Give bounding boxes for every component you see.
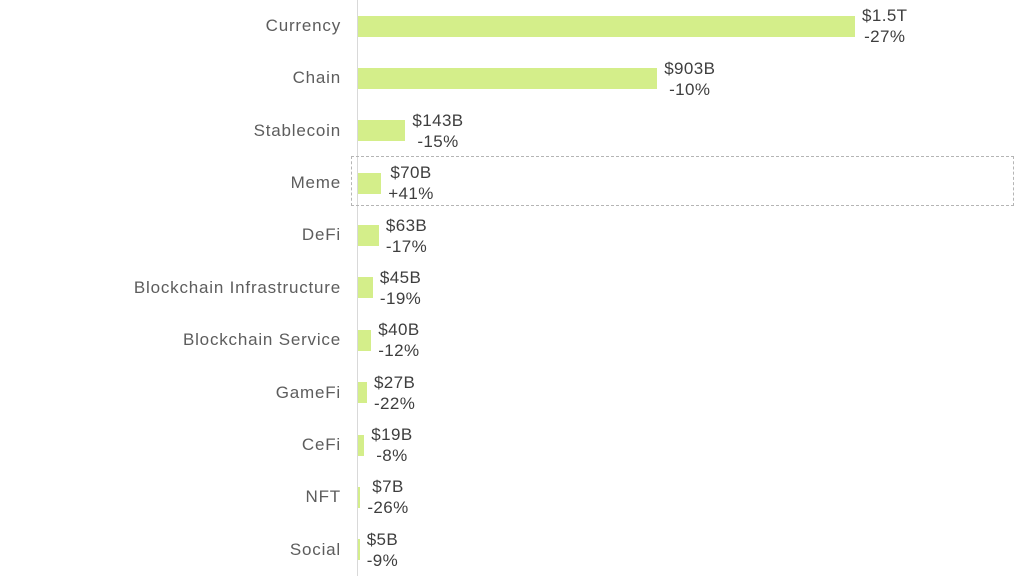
change-label-social: -9%	[366, 550, 399, 570]
value-annotation-nft: $7B -26%	[367, 476, 408, 518]
value-annotation-social: $5B -9%	[367, 529, 398, 571]
value-label-nft: $7B	[372, 477, 404, 497]
bar-currency	[358, 15, 855, 37]
chart-row-blockchain-infrastructure: Blockchain Infrastructure $45B -19%	[0, 262, 1024, 314]
change-label-defi: -17%	[385, 236, 428, 256]
change-label-nft: -26%	[367, 498, 409, 518]
chart-row-social: Social $5B -9%	[0, 524, 1024, 576]
change-label-blockchain-service: -12%	[378, 341, 420, 361]
bar-cefi	[358, 434, 365, 456]
value-annotation-blockchain-infrastructure: $45B -19%	[380, 267, 421, 309]
value-annotation-stablecoin: $143B -15%	[412, 110, 463, 152]
bar-meme	[358, 172, 382, 194]
category-label-blockchain-infrastructure: Blockchain Infrastructure	[133, 277, 341, 297]
category-label-nft: NFT	[305, 487, 341, 507]
bar-chain	[358, 68, 658, 90]
bar-social	[358, 539, 360, 561]
change-label-currency: -27%	[864, 27, 906, 47]
chart-row-chain: Chain $903B -10%	[0, 52, 1024, 104]
value-label-blockchain-service: $40B	[378, 320, 420, 340]
value-label-blockchain-infrastructure: $45B	[379, 267, 422, 287]
chart-row-cefi: CeFi $19B -8%	[0, 419, 1024, 471]
bar-blockchain-infrastructure	[358, 277, 373, 299]
chart-row-gamefi: GameFi $27B -22%	[0, 367, 1024, 419]
bar-gamefi	[358, 382, 367, 404]
value-label-currency: $1.5T	[862, 6, 908, 26]
bar-defi	[358, 225, 379, 247]
value-label-defi: $63B	[385, 215, 428, 235]
change-label-cefi: -8%	[376, 446, 408, 466]
change-label-gamefi: -22%	[373, 393, 416, 413]
bar-stablecoin	[358, 120, 406, 142]
value-annotation-defi: $63B -17%	[386, 215, 427, 257]
change-label-meme: +41%	[388, 184, 434, 204]
y-axis-line	[357, 0, 358, 576]
category-label-meme: Meme	[290, 173, 341, 193]
value-label-stablecoin: $143B	[412, 110, 464, 130]
value-annotation-chain: $903B -10%	[664, 58, 715, 100]
value-label-meme: $70B	[390, 163, 432, 183]
category-label-chain: Chain	[292, 68, 341, 88]
category-label-currency: Currency	[265, 16, 341, 35]
chart-row-nft: NFT $7B -26%	[0, 471, 1024, 523]
value-label-cefi: $19B	[371, 425, 413, 445]
value-annotation-cefi: $19B -8%	[371, 424, 412, 466]
chart-row-stablecoin: Stablecoin $143B -15%	[0, 105, 1024, 157]
category-label-gamefi: GameFi	[275, 382, 341, 402]
bar-nft	[358, 486, 361, 508]
change-label-blockchain-infrastructure: -19%	[379, 288, 422, 308]
value-label-gamefi: $27B	[373, 372, 416, 392]
value-annotation-blockchain-service: $40B -12%	[378, 319, 419, 361]
value-annotation-gamefi: $27B -22%	[374, 372, 415, 414]
value-annotation-currency: $1.5T -27%	[862, 5, 907, 47]
change-label-stablecoin: -15%	[417, 131, 459, 151]
value-label-social: $5B	[366, 529, 399, 549]
bar-blockchain-service	[358, 329, 372, 351]
chart-row-defi: DeFi $63B -17%	[0, 209, 1024, 261]
meme-row-highlight-box	[351, 156, 1014, 207]
value-annotation-meme: $70B +41%	[388, 162, 434, 204]
category-label-stablecoin: Stablecoin	[253, 120, 341, 140]
chart-row-meme: Meme $70B +41%	[0, 157, 1024, 209]
category-label-cefi: CeFi	[301, 434, 341, 454]
category-label-blockchain-service: Blockchain Service	[182, 330, 341, 350]
change-label-chain: -10%	[669, 79, 711, 99]
chart-row-blockchain-service: Blockchain Service $40B -12%	[0, 314, 1024, 366]
chart-row-currency: Currency $1.5T -27%	[0, 0, 1024, 52]
value-label-chain: $903B	[664, 58, 716, 78]
category-label-social: Social	[289, 539, 341, 559]
category-label-defi: DeFi	[301, 225, 341, 245]
